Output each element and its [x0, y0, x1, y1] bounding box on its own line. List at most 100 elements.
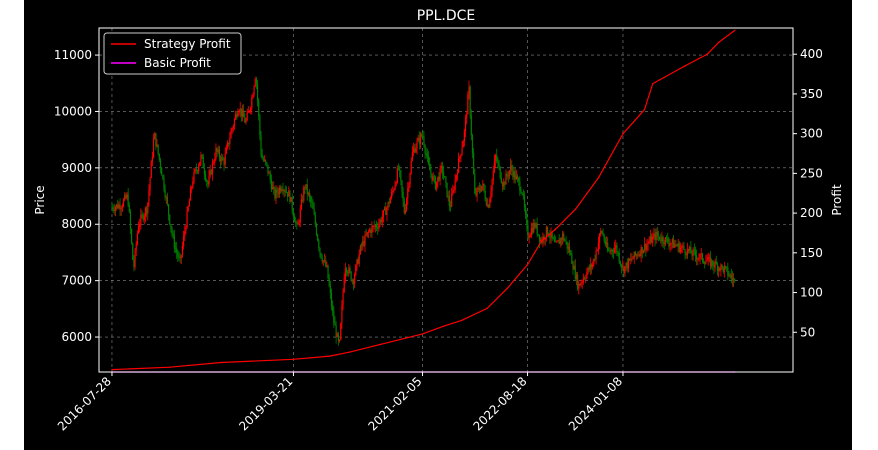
- candle-body-126: [256, 83, 259, 101]
- candle-body-70: [192, 181, 194, 188]
- candle-body-44: [162, 175, 164, 178]
- candle-body-178: [317, 234, 319, 241]
- candle-body-434: [612, 251, 615, 253]
- right-tick-label-100: 100: [800, 286, 823, 300]
- candle-body-127: [258, 100, 260, 116]
- candle-body-529: [722, 266, 724, 273]
- candle-body-194: [335, 325, 337, 338]
- candle-body-324: [485, 199, 487, 206]
- series-point-strategy-profit-10: [486, 307, 488, 310]
- x-tick-label-2019-03-21: 2019-03-21: [236, 374, 295, 433]
- candle-body-332: [494, 155, 497, 162]
- candle-body-534: [728, 275, 730, 277]
- candle-body-245: [394, 184, 396, 190]
- candle-body-462: [645, 243, 647, 251]
- left-tick-label-10000: 10000: [54, 104, 92, 118]
- candle-body-322: [483, 183, 485, 191]
- candle-body-260: [411, 152, 413, 161]
- candle-body-19: [133, 259, 135, 267]
- x-tick-label-2016-07-28: 2016-07-28: [55, 374, 114, 433]
- candle-body-387: [558, 240, 560, 244]
- candle-body-67: [188, 200, 190, 207]
- left-y-axis-ticks: 6000 7000 8000 9000 10000 11000: [54, 48, 99, 344]
- candle-body-227: [373, 225, 375, 227]
- legend-label-strategy-profit: Strategy Profit: [144, 37, 231, 51]
- candle-body-119: [248, 110, 251, 112]
- candle-body-531: [724, 266, 727, 268]
- candle-body-84: [208, 175, 210, 185]
- candle-body-51: [170, 224, 172, 229]
- candle-body-54: [173, 235, 175, 249]
- candle-body-493: [681, 247, 683, 248]
- candle-body-376: [545, 226, 548, 238]
- candle-body-487: [674, 244, 676, 248]
- candle-body-313: [473, 152, 475, 174]
- candle-body-438: [617, 252, 619, 254]
- candle-body-508: [698, 258, 700, 259]
- candle-body-424: [601, 231, 603, 233]
- candle-body-174: [312, 203, 314, 209]
- candle-body-265: [417, 137, 419, 142]
- candle-body-436: [615, 244, 617, 249]
- candle-body-514: [705, 261, 707, 265]
- candle-body-21: [135, 243, 137, 251]
- candle-body-395: [567, 246, 569, 249]
- candle-body-411: [586, 272, 588, 278]
- candle-body-431: [609, 250, 611, 252]
- candle-body-392: [564, 240, 566, 242]
- plot-background: [99, 28, 793, 372]
- candle-body-210: [354, 275, 356, 284]
- candle-body-256: [407, 188, 409, 199]
- candle-body-384: [555, 241, 557, 243]
- candle-body-532: [726, 266, 728, 268]
- series-point-strategy-profit-22: [718, 41, 720, 43]
- candle-body-369: [537, 234, 539, 235]
- candle-body-179: [318, 240, 320, 249]
- candle-body-68: [189, 188, 192, 201]
- series-point-strategy-profit-8: [443, 325, 445, 327]
- candle-body-235: [382, 210, 385, 217]
- candle-body-137: [269, 173, 271, 180]
- candle-body-304: [462, 141, 464, 148]
- candle-body-452: [633, 251, 635, 259]
- candle-body-344: [508, 170, 511, 177]
- candle-body-89: [214, 158, 216, 163]
- candle-body-112: [240, 108, 242, 117]
- candle-body-349: [514, 171, 516, 180]
- candle-body-449: [630, 258, 632, 261]
- candle-body-252: [402, 191, 404, 201]
- candle-body-99: [225, 147, 227, 154]
- candle-body-176: [314, 214, 316, 225]
- candle-body-396: [568, 246, 571, 253]
- candle-body-435: [613, 248, 616, 253]
- candle-body-519: [711, 260, 713, 267]
- candle-body-309: [468, 86, 470, 95]
- candle-body-454: [635, 254, 638, 256]
- candle-body-156: [291, 197, 293, 211]
- candle-body-442: [622, 266, 624, 268]
- candle-body-271: [424, 145, 426, 153]
- candle-body-50: [169, 214, 171, 225]
- candle-body-375: [544, 237, 546, 240]
- candle-body-352: [518, 178, 520, 182]
- left-tick-label-9000: 9000: [61, 161, 92, 175]
- candle-body-58: [178, 257, 180, 259]
- candle-body-224: [370, 229, 372, 233]
- candle-body-504: [693, 249, 695, 251]
- candle-body-506: [696, 255, 698, 260]
- candle-body-166: [303, 187, 305, 201]
- candle-body-433: [611, 249, 613, 252]
- candle-body-158: [293, 216, 296, 222]
- candle-body-154: [289, 190, 291, 202]
- candle-body-414: [589, 264, 591, 270]
- candle-body-62: [183, 236, 185, 247]
- candle-body-118: [247, 110, 249, 113]
- candle-body-116: [245, 120, 247, 123]
- candle-body-4: [115, 204, 118, 208]
- candle-body-41: [158, 153, 160, 160]
- candle-body-254: [404, 209, 407, 214]
- candle-body-207: [350, 271, 352, 281]
- candle-body-329: [491, 179, 493, 192]
- candle-body-333: [496, 155, 498, 162]
- candle-body-221: [366, 232, 368, 236]
